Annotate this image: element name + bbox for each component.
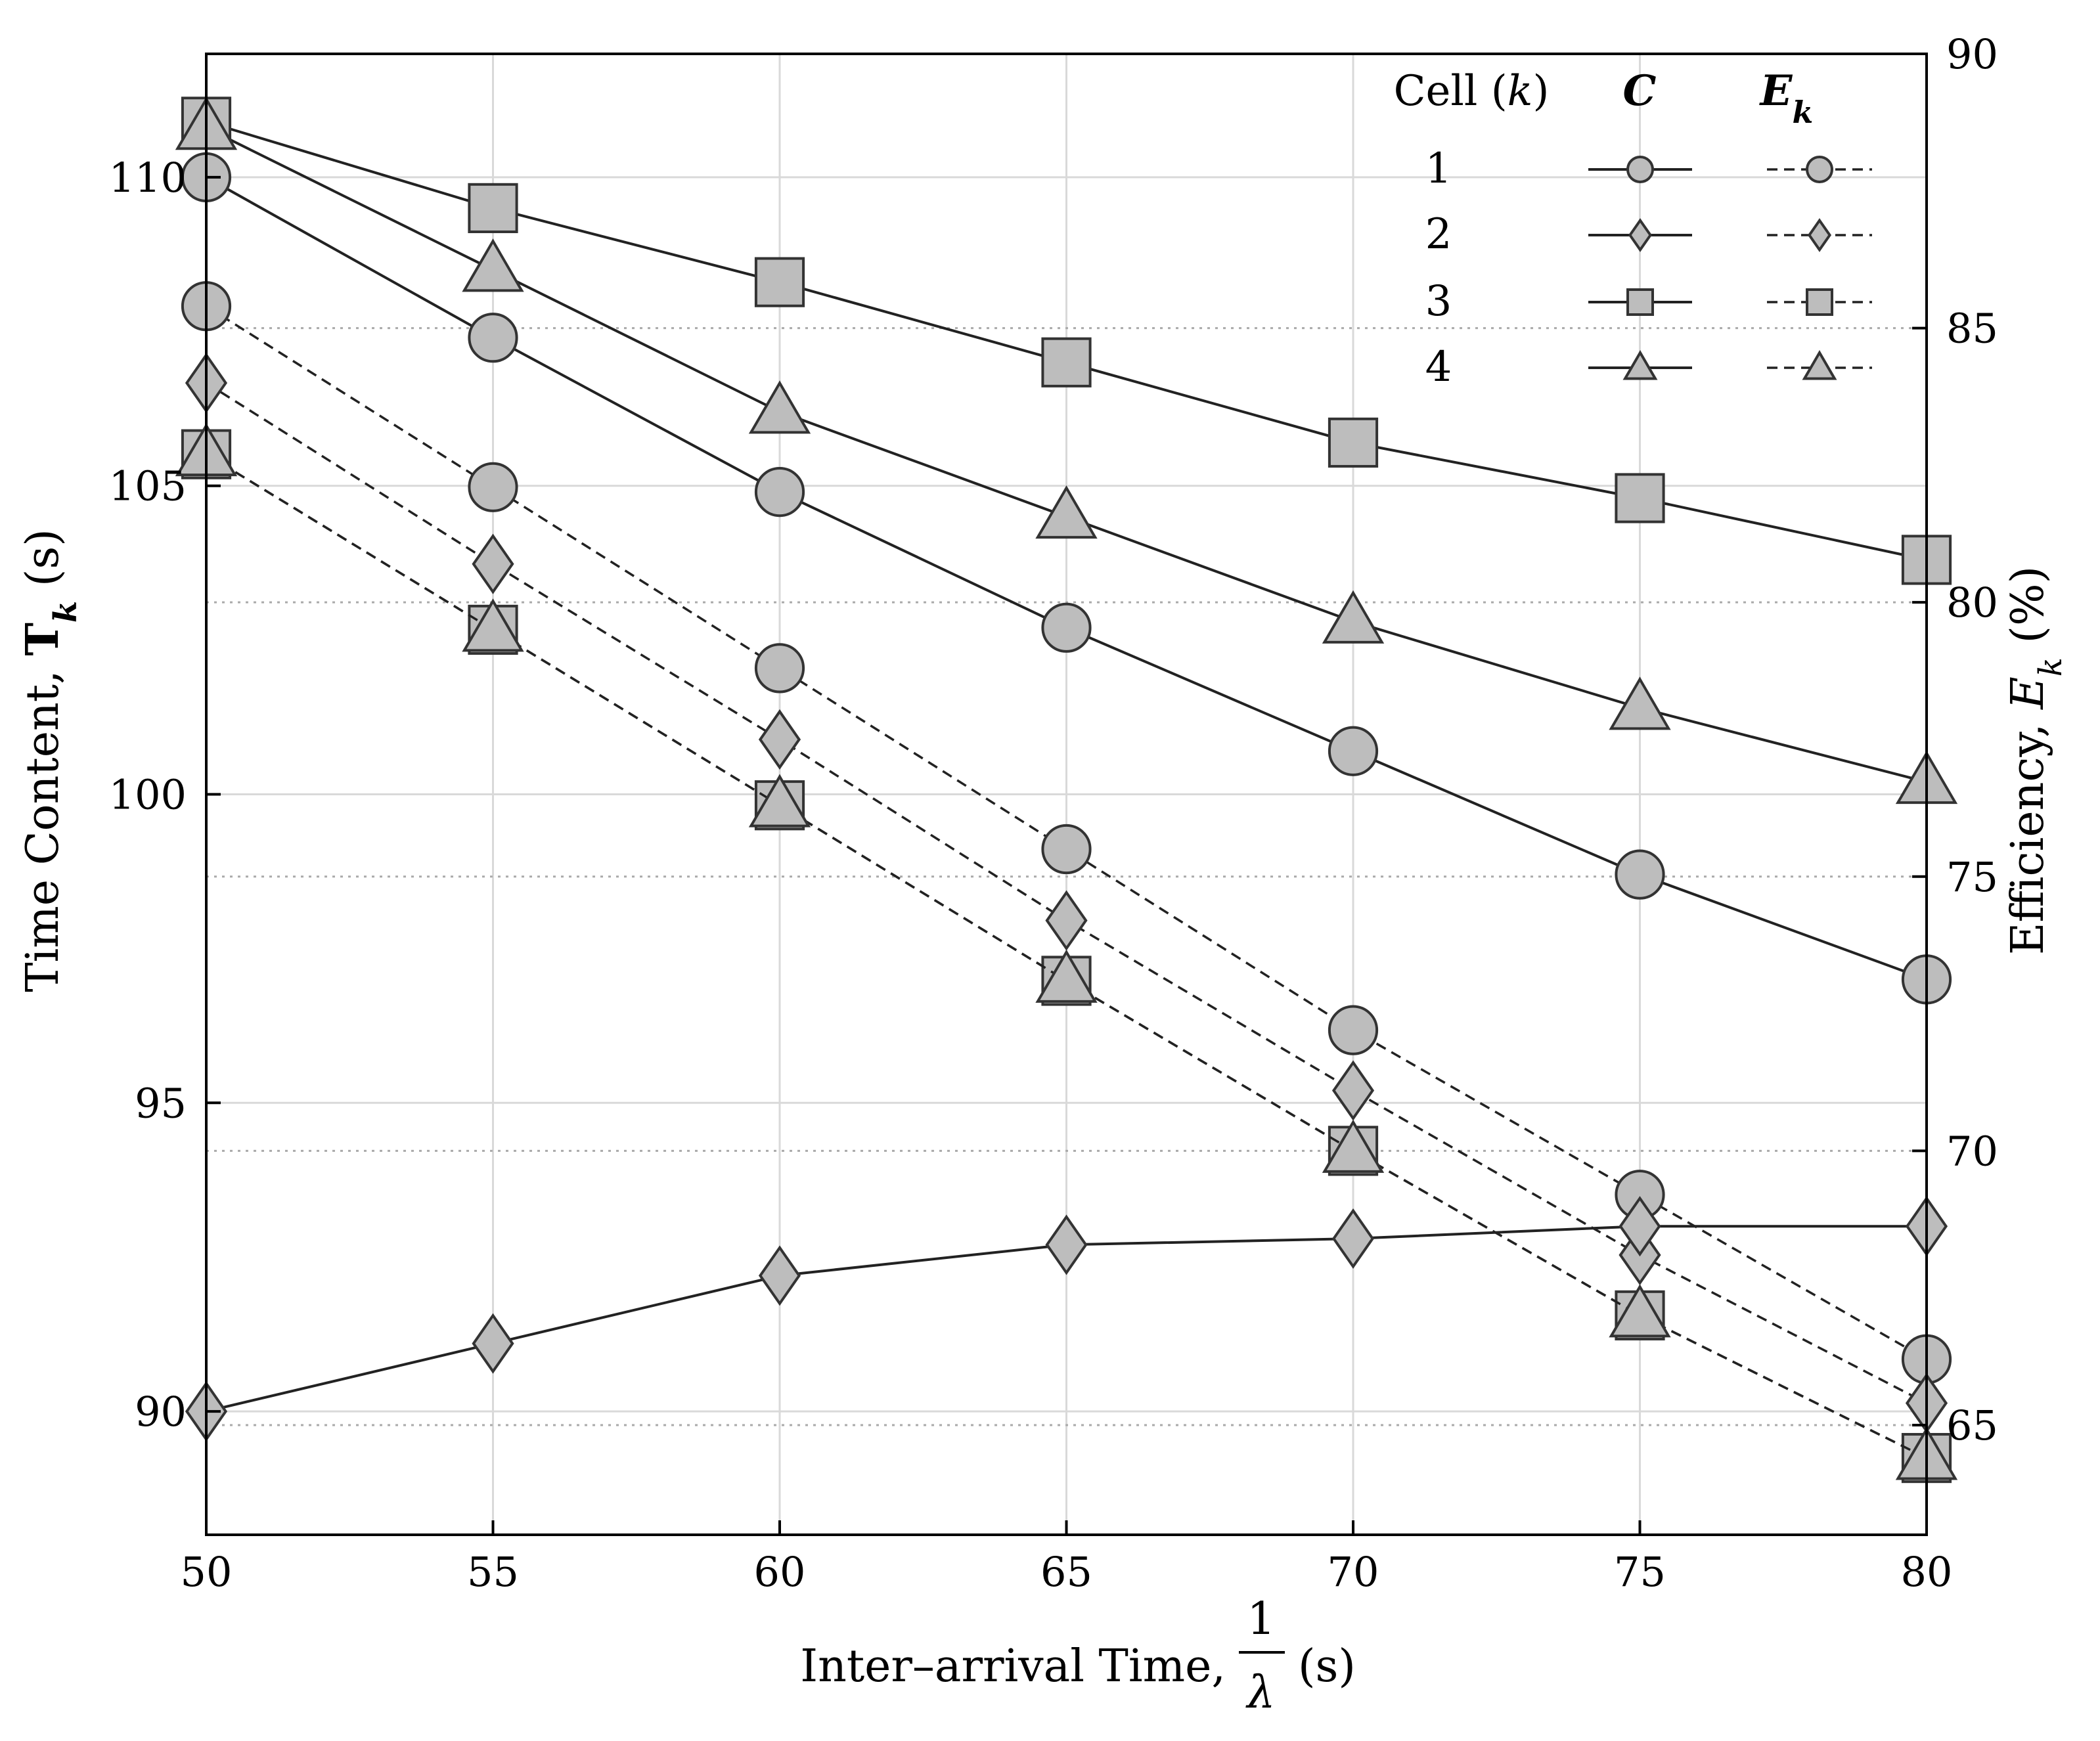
- x-axis-title: Inter–arrival Time, 1 λ (s): [800, 1593, 1356, 1719]
- x-axis-title-prefix: Inter–arrival Time,: [800, 1641, 1226, 1692]
- point-cell-2-c-4: [1331, 1208, 1375, 1269]
- legend-e-marker-4: [1802, 350, 1837, 380]
- legend-e-marker-1: [1806, 156, 1833, 183]
- y-right-tick-label-5: 90: [1946, 30, 1998, 78]
- legend-c-marker-2: [1628, 218, 1653, 252]
- point-cell-3-c-2: [754, 257, 805, 307]
- legend-c-marker-4: [1622, 350, 1658, 380]
- point-cell-1-c-3: [1041, 602, 1092, 653]
- x-tick-label-3: 65: [1040, 1548, 1092, 1596]
- x-tick-label-4: 70: [1328, 1548, 1379, 1596]
- legend-header-c: C: [1623, 66, 1657, 116]
- point-cell-3-c-3: [1041, 337, 1092, 387]
- y-axis-right-title-unit: (%): [2002, 566, 2054, 644]
- point-cell-4-ek-1: [462, 598, 524, 652]
- y-axis-right-title-text: Efficiency,: [2002, 724, 2054, 956]
- point-cell-1-c-4: [1328, 726, 1379, 776]
- point-cell-1-c-2: [754, 467, 805, 518]
- y-axis-left-title-sym: T: [16, 623, 69, 656]
- y-axis-right-title-sym: E: [2002, 676, 2054, 711]
- point-cell-4-c-2: [748, 380, 811, 434]
- legend-e-marker-2: [1807, 218, 1832, 252]
- point-cell-3-c-5: [1615, 473, 1665, 523]
- point-cell-2-ek-3: [1045, 890, 1088, 951]
- point-cell-4-ek-4: [1322, 1119, 1385, 1173]
- series-cell-1-c: [181, 152, 1952, 1005]
- x-tick-label-5: 75: [1614, 1548, 1666, 1596]
- x-tick-label-1: 55: [467, 1548, 519, 1596]
- point-cell-4-c-3: [1035, 485, 1098, 539]
- x-axis-title-frac-den: λ: [1245, 1667, 1275, 1719]
- legend-c-marker-3: [1626, 288, 1654, 316]
- point-cell-4-c-5: [1609, 676, 1671, 730]
- point-cell-2-ek-1: [472, 533, 514, 594]
- x-tick-label-0: 50: [181, 1548, 233, 1596]
- y-left-tick-label-3: 105: [109, 462, 187, 510]
- point-cell-2-ek-2: [758, 709, 801, 770]
- y-axis-left-title-unit: (s): [17, 529, 69, 586]
- legend-header-e-sub: k: [1792, 95, 1813, 130]
- point-cell-1-ek-3: [1041, 824, 1092, 875]
- point-cell-4-ek-2: [748, 774, 811, 827]
- legend-row-4-label: 4: [1425, 343, 1452, 391]
- point-cell-1-ek-1: [468, 462, 518, 512]
- y-left-tick-label-1: 95: [135, 1079, 187, 1127]
- legend-row-3-label: 3: [1425, 277, 1452, 326]
- point-cell-3-c-1: [468, 183, 518, 233]
- grid: [205, 53, 1928, 1535]
- series-cell-1-ek: [181, 281, 1952, 1384]
- y-right-tick-label-2: 75: [1946, 853, 1998, 901]
- y-left-tick-label-0: 90: [135, 1388, 187, 1436]
- legend-e-marker-3: [1806, 288, 1833, 316]
- legend-header-cell: Cell (k): [1394, 67, 1550, 116]
- point-cell-2-c-3: [1045, 1214, 1088, 1275]
- point-cell-1-c-1: [468, 313, 518, 363]
- point-cell-4-ek-5: [1609, 1284, 1671, 1338]
- legend-header-e: Ek: [1759, 66, 1814, 130]
- legend-header-cell-k: k: [1508, 67, 1533, 116]
- y-right-tick-label-3: 80: [1946, 579, 1998, 627]
- y-axis-left-title-text: Time Content,: [17, 670, 69, 992]
- y-right-tick-label-1: 70: [1946, 1127, 1998, 1175]
- point-cell-2-c-2: [758, 1245, 801, 1306]
- legend-header-cell-close: ): [1532, 67, 1549, 116]
- x-axis-title-suffix: (s): [1298, 1641, 1356, 1692]
- legend-header-e-sym: E: [1759, 66, 1793, 116]
- legend-row-1-label: 1: [1425, 144, 1452, 193]
- y-axis-right-title-sub: k: [2032, 657, 2069, 676]
- y-right-tick-label-0: 65: [1946, 1401, 1998, 1449]
- legend: Cell (k) C Ek 1 2 3 4: [1394, 66, 1872, 391]
- legend-row-2-label: 2: [1425, 210, 1452, 259]
- y-left-tick-label-2: 100: [109, 771, 187, 819]
- point-cell-2-c-1: [472, 1313, 514, 1374]
- y-right-tick-label-4: 85: [1946, 305, 1998, 353]
- y-axis-left-title: Time Content, Tk (s): [16, 529, 84, 992]
- point-cell-2-ek-4: [1331, 1060, 1375, 1121]
- point-cell-4-ek-3: [1035, 949, 1098, 1003]
- x-axis-title-frac-num: 1: [1247, 1593, 1275, 1645]
- point-cell-1-ek-2: [754, 643, 805, 694]
- y-axis-left-title-sub: k: [47, 601, 84, 623]
- point-cell-1-c-5: [1615, 849, 1665, 900]
- point-cell-1-ek-4: [1328, 1005, 1379, 1055]
- x-tick-label-2: 60: [754, 1548, 806, 1596]
- legend-header-cell-text: Cell (: [1394, 67, 1508, 116]
- x-tick-label-6: 80: [1901, 1548, 1953, 1596]
- point-cell-3-c-4: [1328, 417, 1379, 468]
- series-cell-2-c: [185, 1196, 1948, 1442]
- point-cell-2-c-5: [1619, 1196, 1661, 1257]
- y-axis-right-title: Efficiency, Ek (%): [2002, 566, 2069, 955]
- legend-c-marker-1: [1626, 156, 1654, 183]
- ticks: 50 55 60 65 70 75 80 90 95 100 105 110 65 70 75 80 85 90: [109, 30, 1998, 1596]
- point-cell-4-c-1: [462, 238, 524, 292]
- y-left-tick-label-4: 110: [109, 154, 187, 202]
- point-cell-4-c-4: [1322, 590, 1385, 644]
- series-cell-4-ek: [175, 423, 1958, 1480]
- legend-samples: [1588, 156, 1872, 380]
